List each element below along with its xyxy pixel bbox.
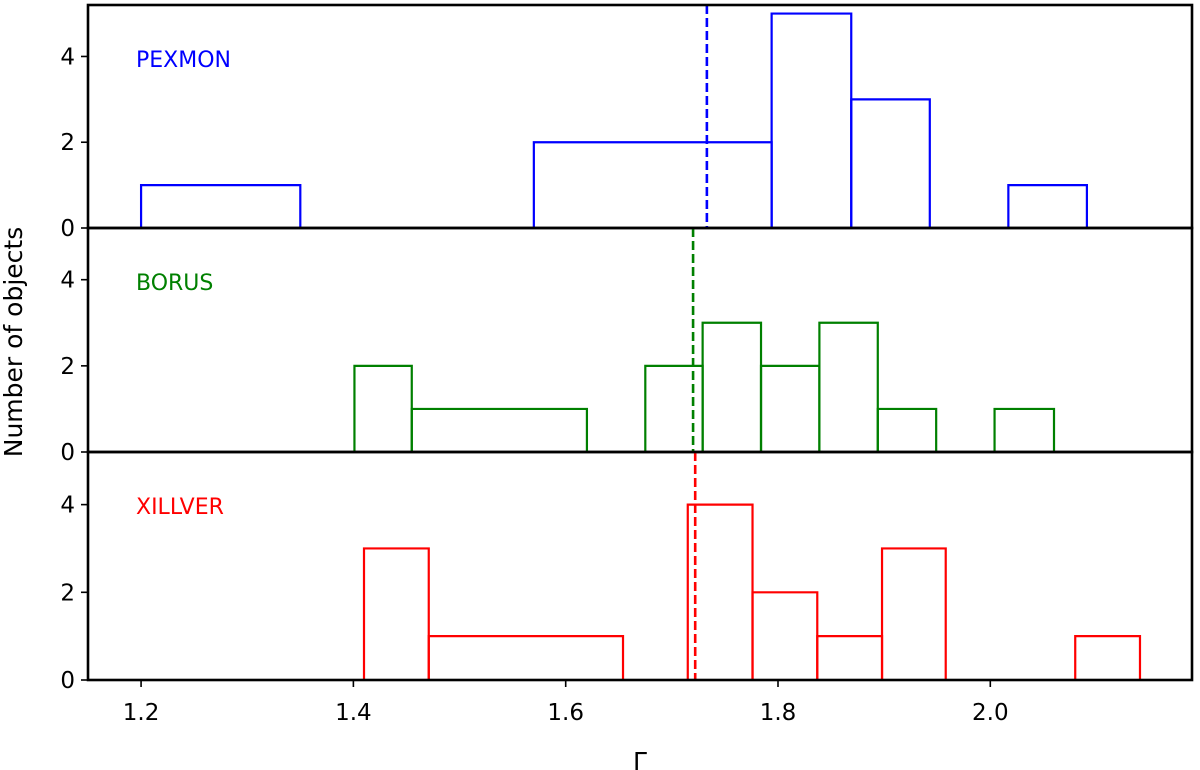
xillver-y-tick-label: 2: [60, 580, 75, 606]
borus-y-tick-label: 2: [60, 354, 75, 380]
borus-y-tick-label: 4: [60, 268, 75, 294]
pexmon-histogram-bin: [850, 98, 931, 228]
y-axis-title: Number of objects: [0, 227, 28, 457]
xillver-y-tick-label: 0: [60, 668, 75, 694]
panels-layer: PEXMON 0 2 4 BORUS 0 2 4 XILLVER 0 2 4: [60, 3, 1194, 694]
borus-y-tick-label: 0: [60, 440, 75, 466]
pexmon-y-tick-label: 4: [60, 44, 75, 70]
x-tick-label: 1.4: [335, 700, 372, 726]
xillver-y-tick-label: 4: [60, 493, 75, 519]
xillver-histogram-bin: [816, 635, 884, 680]
xillver-histogram-bin: [427, 635, 625, 680]
x-tick-label: 1.8: [760, 700, 797, 726]
x-axis-title: Γ: [633, 747, 647, 770]
borus-histogram-bin: [410, 407, 589, 452]
pexmon-histogram-bin: [139, 184, 302, 228]
xillver-panel-label: XILLVER: [136, 495, 224, 520]
borus-histogram-bin: [701, 321, 763, 452]
xillver-panel: XILLVER 0 2 4: [60, 450, 1194, 694]
x-tick-label: 1.2: [123, 700, 160, 726]
borus-histogram-bin: [353, 364, 413, 452]
borus-histogram-bin: [876, 407, 938, 452]
borus-histogram-bin: [993, 407, 1056, 452]
xillver-histogram-bin: [1074, 635, 1142, 680]
x-tick-label: 1.6: [547, 700, 584, 726]
pexmon-histogram-bin: [770, 12, 853, 228]
pexmon-panel-label: PEXMON: [136, 48, 231, 73]
x-axis: 1.2 1.4 1.6 1.8 2.0: [123, 680, 1009, 726]
borus-histogram-bin: [759, 364, 821, 452]
pexmon-panel: PEXMON 0 2 4: [60, 3, 1194, 242]
pexmon-y-tick-label: 2: [60, 130, 75, 156]
pexmon-histogram-bin: [532, 141, 773, 228]
borus-histogram-bin: [818, 321, 879, 452]
xillver-histogram-bin: [880, 547, 947, 680]
borus-panel-frame: [86, 226, 1194, 454]
xillver-histogram-bin: [362, 547, 430, 680]
pexmon-histogram-bin: [1007, 184, 1089, 228]
borus-panel: BORUS 0 2 4: [60, 226, 1194, 466]
pexmon-y-tick-label: 0: [60, 216, 75, 242]
pexmon-panel-frame: [86, 3, 1194, 230]
borus-panel-label: BORUS: [136, 271, 213, 296]
xillver-histogram-bin: [686, 503, 754, 680]
xillver-panel-frame: [86, 450, 1194, 682]
x-tick-label: 2.0: [972, 700, 1009, 726]
xillver-histogram-bin: [751, 591, 819, 680]
